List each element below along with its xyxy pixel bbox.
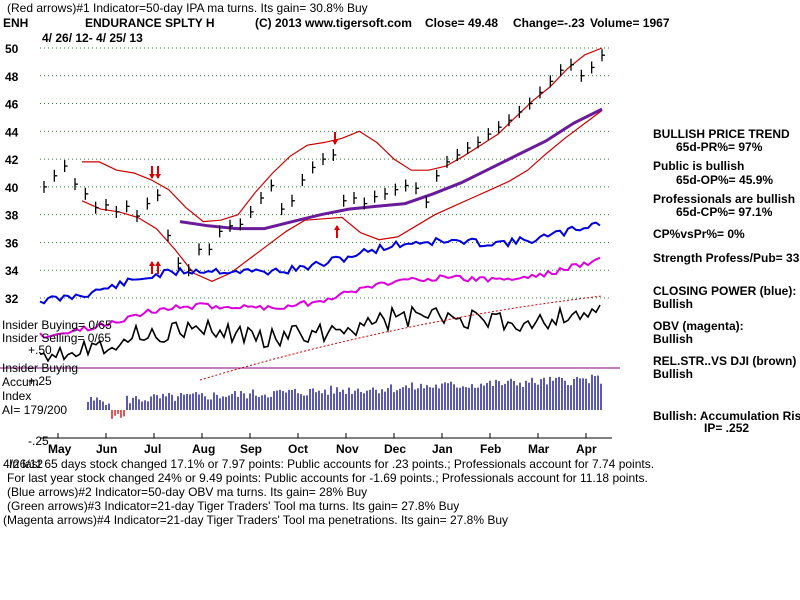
op-value: 65d-OP%= 45.9%	[676, 173, 774, 187]
x-tick-label: Mar	[528, 442, 550, 456]
pr-value: 65d-PR%= 97%	[676, 140, 763, 154]
accum-label: Accum	[2, 375, 39, 389]
y-tick-label: 34	[5, 264, 19, 278]
public-bullish: Public is bullish	[653, 159, 745, 173]
insider-buying-value: Insider Buying= 0/65	[2, 318, 112, 332]
y-tick-label: 46	[5, 98, 19, 112]
symbol: ENH	[3, 16, 29, 30]
signal-arrow-up	[149, 261, 155, 266]
x-tick-label: Jul	[144, 442, 161, 456]
x-tick-label: Nov	[336, 442, 359, 456]
close-value: Close= 49.48	[425, 16, 499, 30]
copyright: (C) 2013 www.tigersoft.com	[255, 16, 412, 30]
y-tick-label: 50	[5, 42, 19, 56]
obv-label: OBV (magenta):	[653, 319, 744, 333]
indicator-1-line: (Red arrows)#1 Indicator=50-day IPA ma t…	[7, 1, 368, 15]
accum-tick-plus50: +.50	[28, 343, 52, 357]
footer-overlap-date: 4/26/12	[3, 457, 44, 471]
accumulation-index	[87, 374, 602, 419]
bullish-price-trend: BULLISH PRICE TREND	[653, 127, 790, 141]
y-tick-label: 38	[5, 209, 19, 223]
signal-arrow-down	[155, 174, 161, 179]
x-tick-label: Jan	[432, 442, 453, 456]
price-axis: 50 48 46 44 42 40 38 36 34 32	[5, 42, 19, 306]
y-tick-label: 48	[5, 70, 19, 84]
signal-arrows	[149, 132, 340, 274]
signal-arrow-up	[155, 261, 161, 266]
change-value: Change=-.23	[513, 16, 585, 30]
closing-power-label: CLOSING POWER (blue):	[653, 284, 797, 298]
footer-magenta-arrows: (Magenta arrows)#4 Indicator=21-day Tige…	[3, 513, 509, 527]
rel-str-ma-line	[199, 295, 603, 381]
cp-vs-pr: CP%vsPr%= 0%	[653, 227, 745, 241]
y-tick-label: 32	[5, 292, 19, 306]
rel-str-status: Bullish	[653, 367, 694, 381]
y-tick-label: 44	[5, 125, 19, 139]
cp-value: 65d-CP%= 97.1%	[676, 205, 773, 219]
price-bars	[43, 49, 605, 277]
ai-value: AI= 179/200	[2, 403, 68, 417]
x-tick-label: Sep	[240, 442, 262, 456]
strength-profess-pub: Strength Profess/Pub= 33	[653, 251, 800, 265]
series-lines	[39, 47, 603, 381]
month-axis: May Jun Jul Aug Sep Oct Nov Dec Jan Feb Mar Apr	[40, 433, 612, 456]
x-tick-label: Feb	[480, 442, 501, 456]
index-label: Index	[2, 389, 32, 403]
professionals-bullish: Professionals are bullish	[653, 192, 796, 206]
closing-power-status: Bullish	[653, 297, 694, 311]
signal-arrow-down	[332, 140, 338, 145]
y-tick-label: 42	[5, 153, 19, 167]
price-gridlines	[40, 47, 612, 299]
rel-str-label: REL.STR..VS DJI (brown)	[653, 354, 797, 368]
x-tick-label: Jun	[96, 442, 117, 456]
y-tick-label: 36	[5, 236, 19, 250]
signal-arrow-down	[149, 174, 155, 179]
accum-tick-plus25: +.25	[28, 374, 52, 388]
upper-band-line	[82, 47, 603, 223]
insider-selling-value: Insider Selling= 0/65	[2, 331, 112, 345]
insider-buying-label: Insider Buying	[2, 361, 79, 375]
closing-power-line	[39, 221, 601, 305]
footer-65-day: In last 65 days stock changed 17.1% or 7…	[9, 457, 655, 471]
x-tick-label: Apr	[576, 442, 597, 456]
obv-status: Bullish	[653, 332, 694, 346]
ma-line	[179, 107, 603, 231]
x-tick-label: Dec	[384, 442, 406, 456]
footer-last-year: For last year stock changed 24% or 9.49 …	[7, 471, 648, 485]
date-range: 4/ 26/ 12- 4/ 25/ 13	[42, 31, 143, 45]
x-tick-label: May	[48, 442, 72, 456]
accumulation-risk: Bullish: Accumulation Risi	[653, 409, 800, 423]
accum-tick-minus25: -.25	[28, 434, 49, 448]
x-tick-label: Aug	[192, 442, 215, 456]
stock-name: ENDURANCE SPLTY H	[85, 16, 215, 30]
volume-value: Volume= 1967	[590, 16, 670, 30]
rel-str-line	[39, 304, 601, 363]
footer-blue-arrows: (Blue arrows)#2 Indicator=50-day OBV ma …	[7, 485, 368, 499]
x-tick-label: Oct	[288, 442, 308, 456]
signal-arrow-up	[334, 225, 340, 230]
lower-band-line	[81, 110, 603, 282]
footer-green-arrows: (Green arrows)#3 Indicator=21-day Tiger …	[7, 499, 460, 513]
ip-value: IP= .252	[704, 421, 750, 435]
obv-line	[39, 256, 601, 339]
y-tick-label: 40	[5, 181, 19, 195]
